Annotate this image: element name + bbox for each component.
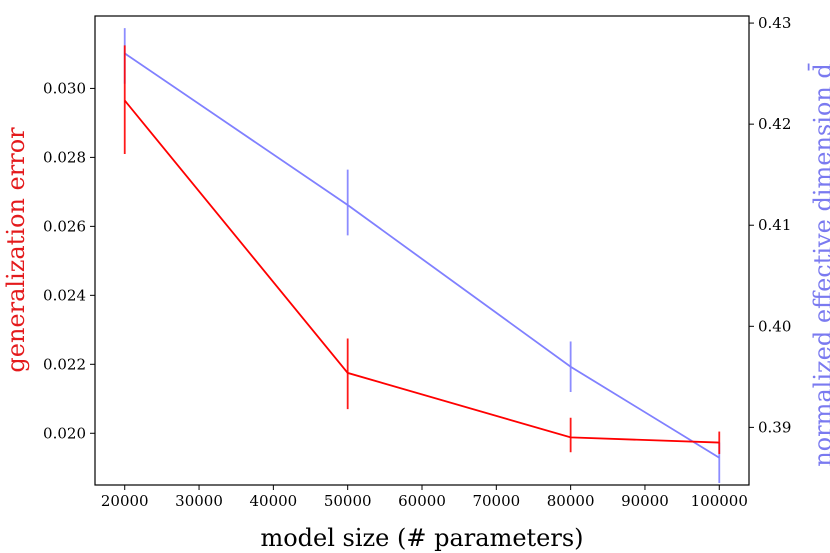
right-y-tick-label: 0.43 — [758, 14, 791, 32]
x-tick-label: 20000 — [101, 492, 149, 510]
x-tick-label: 40000 — [250, 492, 298, 510]
effective-dimension-line — [124, 52, 720, 459]
left-y-tick-label: 0.028 — [43, 148, 86, 166]
left-y-tick-label: 0.030 — [43, 79, 86, 97]
generalization-error-line — [124, 99, 720, 444]
x-tick-label: 60000 — [398, 492, 446, 510]
x-tick-label: 90000 — [621, 492, 669, 510]
right-y-tick-label: 0.40 — [758, 317, 791, 335]
right-y-axis-ticks: 0.39 0.40 0.41 0.42 0.43 — [749, 14, 791, 436]
x-tick-label: 30000 — [175, 492, 223, 510]
right-y-axis-title: normalized effective dimension d̄ — [808, 63, 830, 467]
right-y-tick-label: 0.41 — [758, 216, 791, 234]
left-y-tick-label: 0.020 — [43, 424, 86, 442]
left-y-axis-ticks: 0.020 0.022 0.024 0.026 0.028 0.030 — [43, 79, 95, 442]
x-axis-title: model size (# parameters) — [260, 524, 583, 552]
series-layer — [123, 28, 721, 483]
right-y-tick-label: 0.42 — [758, 115, 791, 133]
left-y-tick-label: 0.024 — [43, 286, 86, 304]
x-tick-label: 70000 — [472, 492, 520, 510]
left-y-axis-title: generalization error — [2, 127, 30, 373]
x-axis-ticks: 20000 30000 40000 50000 60000 70000 80000 90000… — [101, 485, 748, 510]
right-y-tick-label: 0.39 — [758, 418, 791, 436]
x-tick-label: 50000 — [324, 492, 372, 510]
left-y-tick-label: 0.026 — [43, 217, 86, 235]
x-tick-label: 100000 — [691, 492, 748, 510]
left-y-tick-label: 0.022 — [43, 355, 86, 373]
x-tick-label: 80000 — [547, 492, 595, 510]
plot-frame — [94, 15, 750, 486]
